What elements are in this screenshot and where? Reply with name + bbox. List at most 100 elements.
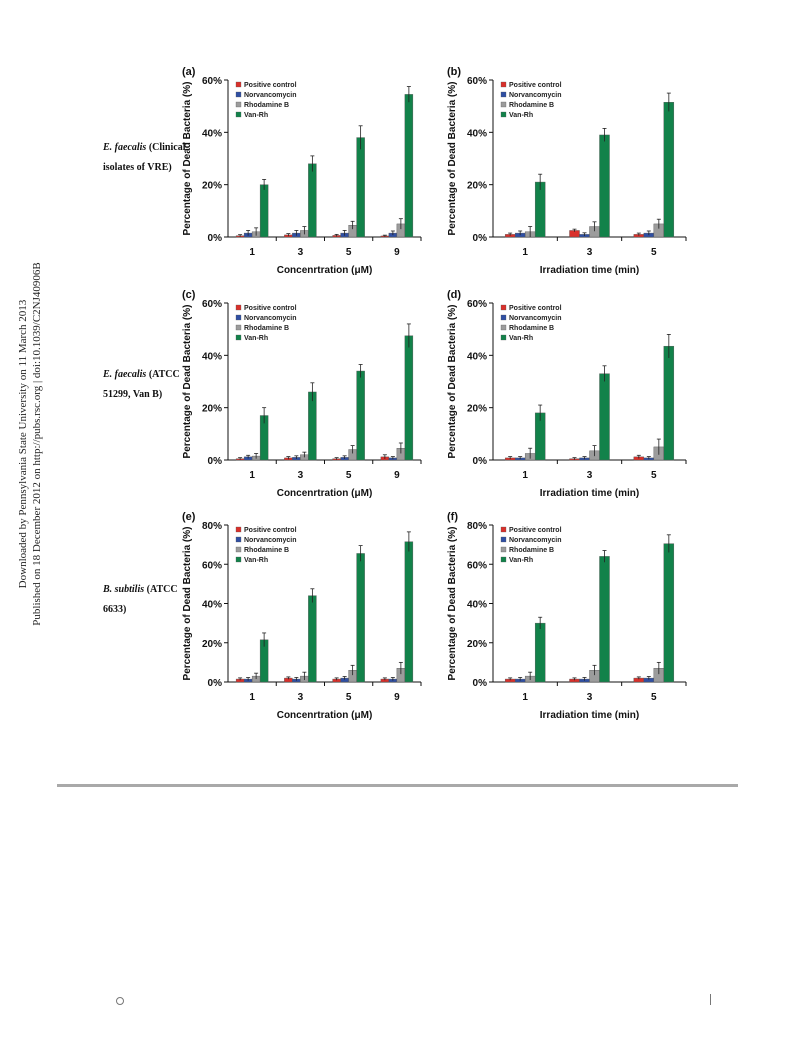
legend-label: Norvancomycin [244,315,297,322]
legend-label: Positive control [244,527,297,534]
legend-swatch [235,314,242,321]
legend-swatch [500,546,507,553]
y-tick-label: 0% [473,456,488,467]
y-tick-label: 0% [208,456,223,467]
legend-label: Van-Rh [244,557,268,564]
row-label-2: E. faecalis (ATCC 51299, Van B) [103,365,193,405]
bar [534,622,546,683]
bar [404,541,414,683]
legend-swatch [500,111,507,118]
legend-swatch [235,111,242,118]
row-label-species: E. faecalis [103,142,147,153]
x-tick-label: 3 [587,470,593,481]
x-tick-label: 9 [394,470,400,481]
legend-swatch [235,304,242,311]
section-divider [57,784,738,787]
y-axis-label: Percentage of Dead Bacteria (%) [447,82,458,236]
legend-swatch [235,526,242,533]
y-tick-label: 60% [467,560,487,571]
legend-label: Van-Rh [509,557,533,564]
bar [404,335,414,461]
y-axis-label: Percentage of Dead Bacteria (%) [447,527,458,681]
y-axis-label: Percentage of Dead Bacteria (%) [182,305,193,459]
legend-swatch [235,546,242,553]
y-tick-label: 0% [208,678,223,689]
bar [599,556,610,683]
y-tick-label: 20% [467,639,487,650]
x-tick-label: 1 [522,247,528,258]
bar [663,543,675,683]
row-label-1: E. faecalis (Clinical isolates of VRE) [103,138,193,178]
y-tick-label: 60% [467,76,487,87]
x-tick-label: 9 [394,247,400,258]
legend-swatch [500,304,507,311]
bar [663,345,675,461]
legend-swatch [500,314,507,321]
legend-swatch [235,81,242,88]
panel-letter: (f) [447,511,458,523]
y-tick-label: 20% [202,639,222,650]
legend-label: Norvancomycin [509,537,562,544]
chart-panel-c: (c) 0% 20% 40% 60% Percentage of Dead Bacteri… [182,289,422,499]
row-label-species: B. subtilis [103,584,145,595]
y-tick-label: 60% [202,299,222,310]
legend-swatch [235,556,242,563]
legend-label: Rhodamine B [244,547,289,554]
chart-panel-f: (f) 0% 20% 40% 60% 80% Percentage of Dead Bact… [447,511,687,721]
legend-label: Van-Rh [509,112,533,119]
y-tick-label: 40% [202,600,222,611]
legend-swatch [500,334,507,341]
legend-label: Rhodamine B [244,102,289,109]
legend-swatch [500,81,507,88]
legend-label: Positive control [509,82,562,89]
bar [534,181,546,238]
y-tick-label: 80% [202,521,222,532]
legend-swatch [235,101,242,108]
download-note-line2: Published on 18 December 2012 on http://… [31,262,43,626]
legend-swatch [235,334,242,341]
y-tick-label: 20% [467,404,487,415]
bar [356,553,365,683]
legend-label: Positive control [509,527,562,534]
x-tick-label: 3 [298,470,304,481]
panel-letter: (a) [182,66,196,78]
y-tick-label: 60% [202,76,222,87]
row-label-detail: (ATCC 6633) [103,584,178,615]
legend-label: Van-Rh [244,112,268,119]
legend-label: Rhodamine B [509,325,554,332]
chart-panel-a: (a) 0% 20% 40% 60% Percentage of Dead Bacteri… [182,66,422,276]
y-tick-label: 40% [202,351,222,362]
bar [356,370,365,461]
y-axis-label: Percentage of Dead Bacteria (%) [182,527,193,681]
x-axis-label: Irradiation time (min) [540,265,639,276]
bar [599,134,610,238]
legend-label: Norvancomycin [509,92,562,99]
x-axis-label: Concenrtration (μM) [277,488,373,499]
legend-label: Rhodamine B [509,102,554,109]
bar [404,94,414,238]
x-tick-label: 3 [298,247,304,258]
legend-label: Positive control [244,305,297,312]
y-tick-label: 0% [473,233,488,244]
y-tick-label: 40% [467,351,487,362]
legend-label: Van-Rh [244,335,268,342]
x-axis-label: Concenrtration (μM) [277,710,373,721]
chart-panel-b: (b) 0% 20% 40% 60% Percentage of Dead Bacteri… [447,66,687,276]
legend-label: Positive control [244,82,297,89]
x-tick-label: 5 [346,692,352,703]
x-tick-label: 9 [394,692,400,703]
chart-panel-e: (e) 0% 20% 40% 60% 80% Percentage of Dead Bact… [182,511,422,721]
x-tick-label: 3 [587,692,593,703]
panel-letter: (e) [182,511,196,523]
legend-swatch [235,324,242,331]
legend-swatch [500,556,507,563]
row-label-species: E. faecalis [103,369,147,380]
y-tick-label: 20% [202,404,222,415]
legend-swatch [500,526,507,533]
x-tick-label: 5 [346,247,352,258]
x-axis-label: Irradiation time (min) [540,710,639,721]
x-tick-label: 5 [651,247,657,258]
legend-swatch [500,91,507,98]
legend-swatch [500,324,507,331]
panel-letter: (b) [447,66,461,78]
